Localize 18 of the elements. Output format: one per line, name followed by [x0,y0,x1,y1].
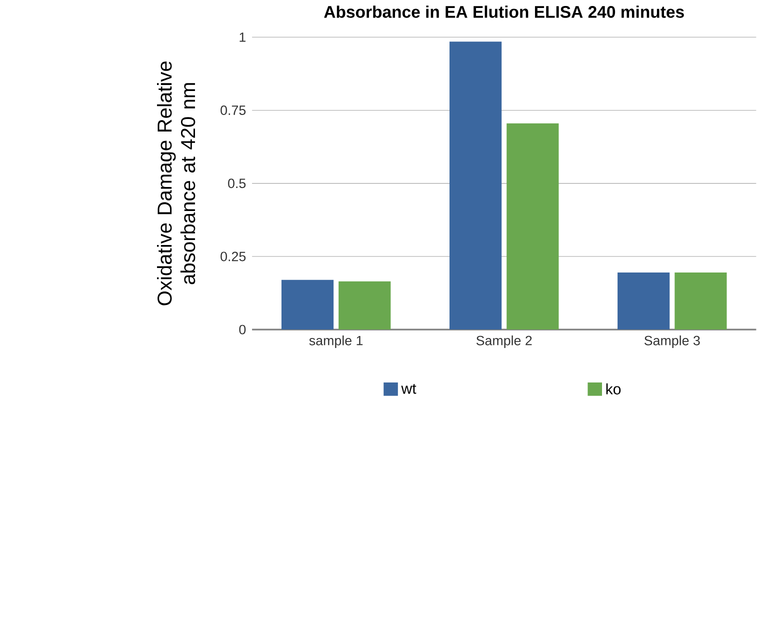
y-tick-label: 0 [239,324,246,334]
chart-title: Absorbance in EA Elution ELISA 240 minutes [324,6,684,18]
bar [674,272,727,330]
bar [338,281,391,330]
x-tick-label: sample 1 [309,336,363,348]
bar [450,42,502,330]
y-tick-label: 0.25 [220,252,246,262]
y-tick-label: 0.5 [228,178,246,188]
bar [281,280,334,330]
x-tick-label: Sample 3 [644,336,700,348]
x-tick-label: Sample 2 [476,336,532,348]
bar [506,124,559,330]
legend-label: wt [401,384,416,394]
y-tick-label: 0.75 [220,106,246,116]
y-tick-label: 1 [240,32,246,42]
bar [618,272,670,330]
legend-label: ko [606,383,621,395]
y-axis-title: Oxidative Damage Relative absorbance at 420 nm [157,62,196,306]
